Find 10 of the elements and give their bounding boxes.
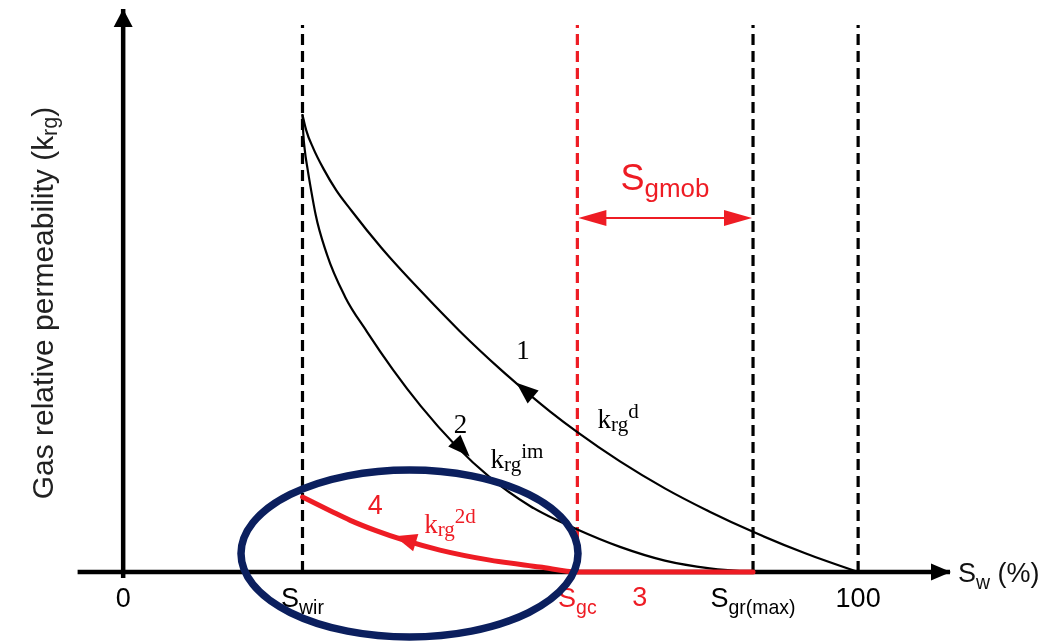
annotation: 4 [367,489,383,520]
annotation: 2 [453,408,468,439]
x-tick-label: S$_{gr(max)}$ [710,583,796,618]
x-tick-label: 0 [115,583,131,613]
annotation: 3 [632,582,648,612]
x-tick-label: 100 [835,583,881,613]
annotation: 1 [516,335,530,366]
x-axis-title: S$_{w}$ (%) [958,558,1040,593]
x-tick-label: S$_{wir}$ [281,583,325,618]
annotation: S$_{gmob}$ [620,157,710,203]
